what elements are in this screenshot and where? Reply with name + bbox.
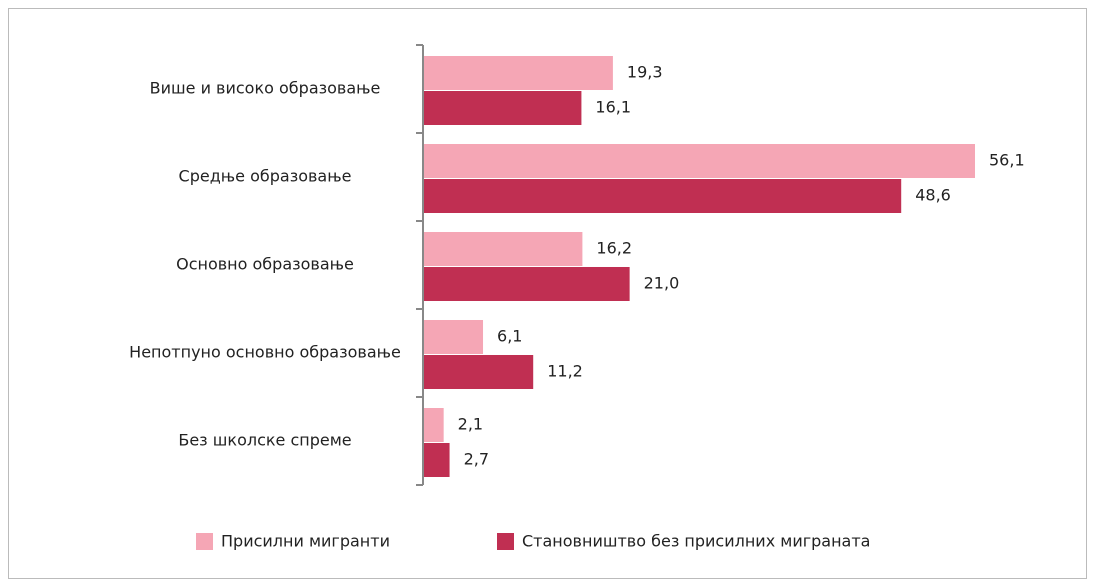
value-label: 11,2 [547, 362, 583, 381]
value-label: 2,1 [458, 415, 483, 434]
value-label: 19,3 [627, 63, 663, 82]
bar [423, 179, 902, 213]
value-label: 16,1 [595, 98, 631, 117]
bar [423, 91, 582, 125]
value-label: 6,1 [497, 327, 522, 346]
value-label: 48,6 [915, 186, 951, 205]
value-label: 56,1 [989, 151, 1025, 170]
category-label: Више и високо образовање [150, 79, 381, 98]
category-label: Без школске спреме [178, 431, 351, 450]
category-label: Основно образовање [176, 255, 354, 274]
bar [423, 144, 975, 178]
legend-swatch [196, 533, 213, 550]
legend-swatch [497, 533, 514, 550]
bar [423, 56, 613, 90]
legend-label: Становништво без присилних миграната [522, 532, 870, 551]
value-label: 2,7 [464, 450, 489, 469]
bar [423, 232, 583, 266]
legend-label: Присилни мигранти [221, 532, 390, 551]
value-label: 16,2 [596, 239, 632, 258]
value-label: 21,0 [644, 274, 680, 293]
bar [423, 408, 444, 442]
category-label: Средње образовање [179, 167, 352, 186]
bar [423, 355, 534, 389]
bar [423, 320, 484, 354]
bar [423, 443, 450, 477]
chart-frame [8, 8, 1087, 579]
category-label: Непотпуно основно образовање [129, 343, 401, 362]
bar [423, 267, 630, 301]
